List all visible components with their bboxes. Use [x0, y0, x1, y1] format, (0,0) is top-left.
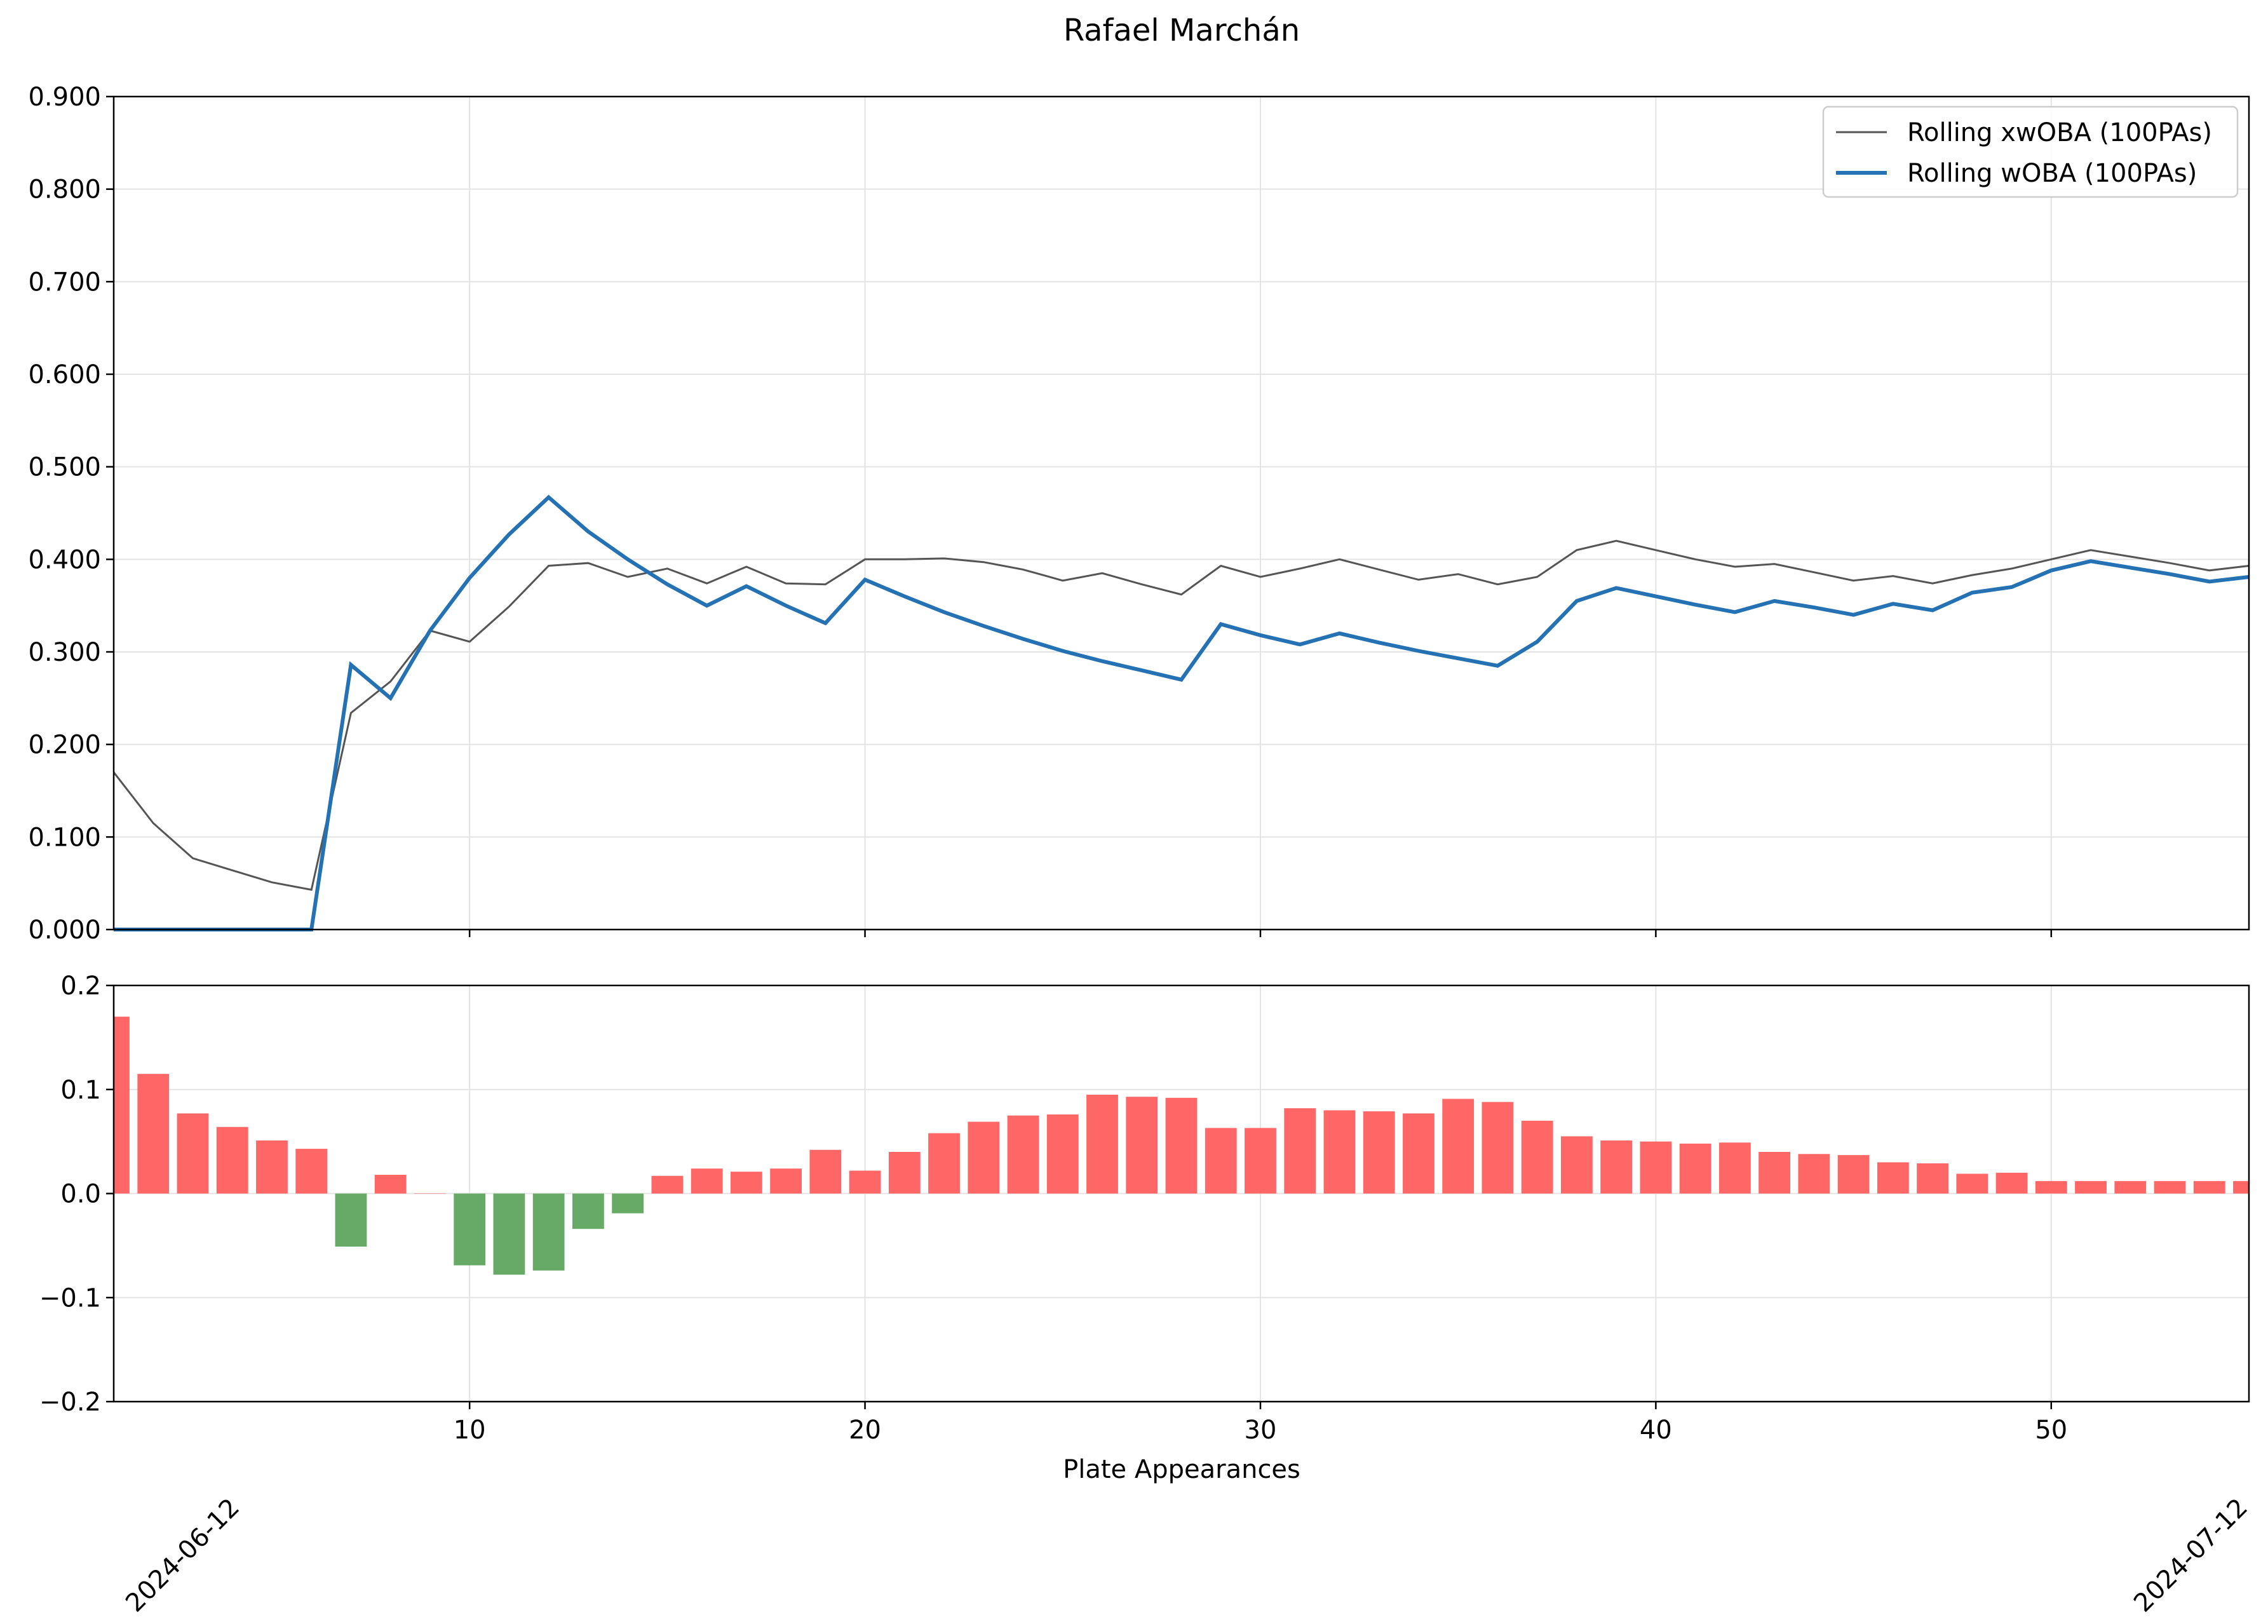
difference-bar	[454, 1193, 486, 1266]
top-y-tick-label: 0.800	[28, 175, 101, 205]
top-y-tick-label: 0.200	[28, 731, 101, 760]
difference-bar	[1403, 1113, 1434, 1194]
difference-bar	[1758, 1152, 1791, 1194]
difference-bar	[1086, 1094, 1118, 1194]
difference-bar	[1323, 1110, 1356, 1194]
difference-bar	[1995, 1172, 2028, 1194]
difference-bar	[888, 1152, 921, 1194]
difference-bar	[809, 1149, 842, 1194]
top-y-tick-label: 0.100	[28, 823, 101, 852]
difference-bar	[493, 1193, 525, 1275]
top-y-tick-label: 0.400	[28, 545, 101, 574]
difference-bar	[216, 1127, 248, 1194]
x-tick-label: 20	[849, 1416, 881, 1445]
difference-bar	[849, 1170, 881, 1194]
difference-bar	[2154, 1181, 2186, 1194]
top-axes-frame	[112, 95, 2250, 931]
difference-bar	[2035, 1181, 2067, 1194]
difference-bar	[1442, 1099, 1475, 1194]
chart-title: Rafael Marchán	[1063, 13, 1300, 48]
difference-bar	[1798, 1154, 1830, 1194]
bottom-y-tick-label: −0.1	[39, 1283, 101, 1313]
bottom-y-tick-label: 0.1	[60, 1076, 101, 1105]
difference-bar	[137, 1074, 170, 1194]
difference-bar	[770, 1168, 802, 1194]
legend-box	[1822, 105, 2239, 198]
top-y-tick-label: 0.900	[28, 83, 101, 112]
x-axis-label: Plate Appearances	[1063, 1455, 1300, 1484]
difference-bar	[1126, 1097, 1158, 1194]
legend-label: Rolling wOBA (100PAs)	[1907, 159, 2197, 188]
difference-bar	[2193, 1181, 2225, 1194]
difference-bar	[374, 1175, 407, 1194]
x-tick-label: 50	[2035, 1416, 2067, 1445]
x-tick-label: 30	[1245, 1416, 1277, 1445]
difference-bar	[1956, 1174, 1988, 1194]
difference-bar	[928, 1133, 960, 1194]
xwoba-series-line	[112, 539, 2250, 891]
difference-bar	[1679, 1143, 1711, 1194]
difference-bar	[2075, 1181, 2107, 1194]
difference-bar	[1917, 1163, 1948, 1194]
top-y-tick-label: 0.600	[28, 360, 101, 389]
x-tick-label: 40	[1640, 1416, 1672, 1445]
top-y-tick-label: 0.300	[28, 638, 101, 667]
bottom-y-tick-label: 0.0	[60, 1180, 101, 1209]
difference-bar	[1165, 1097, 1198, 1194]
difference-bar	[1877, 1162, 1909, 1194]
difference-bar	[1482, 1102, 1514, 1194]
difference-bar	[1046, 1114, 1079, 1194]
difference-bar	[612, 1193, 644, 1214]
woba-series-line	[114, 494, 2250, 931]
x-tick-label: 10	[454, 1416, 486, 1445]
difference-bar	[1521, 1120, 1553, 1194]
difference-bar	[1561, 1136, 1593, 1194]
bottom-panel: −0.2 −0.1 0.0 0.1 0.2 10 20 30 40 50	[39, 971, 2250, 1445]
difference-bar	[1600, 1140, 1633, 1194]
legend-label: Rolling xwOBA (100PAs)	[1907, 118, 2212, 147]
difference-bar	[335, 1193, 367, 1247]
difference-bar	[1205, 1128, 1237, 1194]
difference-bar	[1363, 1111, 1395, 1194]
difference-bar	[730, 1172, 762, 1194]
difference-bar	[2233, 1181, 2249, 1194]
difference-bar	[532, 1193, 565, 1271]
legend: Rolling xwOBA (100PAs) Rolling wOBA (100P…	[1822, 105, 2239, 198]
top-y-tick-label: 0.000	[28, 916, 101, 945]
bottom-y-tick-label: 0.2	[60, 971, 101, 1001]
difference-bar	[968, 1121, 1000, 1194]
difference-bar	[295, 1149, 328, 1194]
top-y-tick-label: 0.500	[28, 453, 101, 482]
difference-bar	[114, 1017, 130, 1194]
difference-bar	[572, 1193, 604, 1229]
difference-bar	[1007, 1115, 1039, 1194]
difference-bar	[256, 1140, 288, 1194]
difference-bar	[651, 1175, 684, 1194]
difference-bar	[1837, 1154, 1870, 1194]
difference-bar	[1245, 1128, 1276, 1194]
top-y-tick-label: 0.700	[28, 267, 101, 297]
difference-bar	[1718, 1142, 1751, 1194]
difference-bar	[1284, 1108, 1316, 1194]
difference-bar	[177, 1113, 209, 1194]
difference-bar	[1640, 1141, 1672, 1194]
difference-bar	[691, 1168, 723, 1194]
bottom-y-tick-label: −0.2	[39, 1388, 101, 1417]
difference-bar	[2114, 1181, 2147, 1194]
